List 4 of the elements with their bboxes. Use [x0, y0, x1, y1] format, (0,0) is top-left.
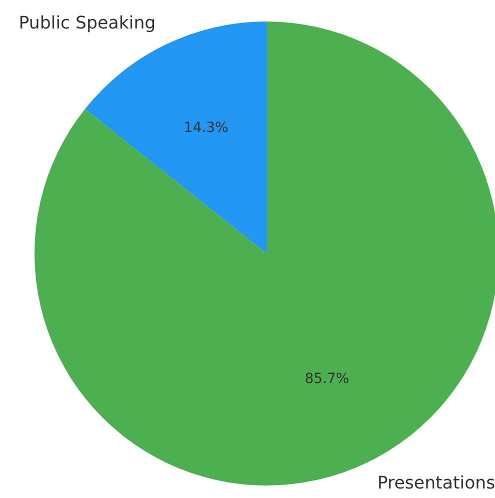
slice-label: Presentations — [377, 473, 495, 494]
slice-label: Public Speaking — [18, 14, 156, 34]
data-label: 85.7% — [304, 370, 350, 387]
data-label: 14.3% — [184, 120, 228, 136]
